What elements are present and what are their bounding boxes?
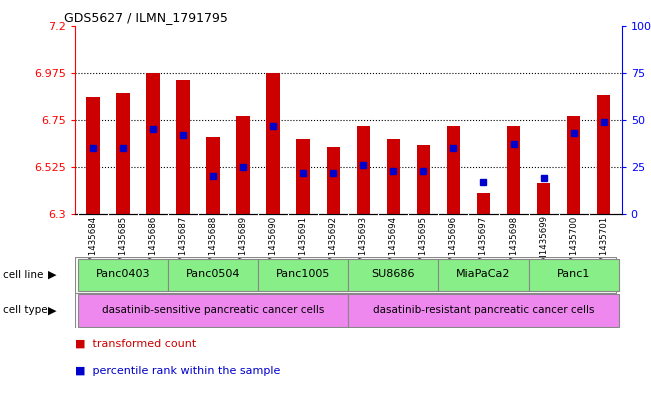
Text: GSM1435693: GSM1435693	[359, 215, 368, 274]
Bar	[506, 126, 520, 214]
Bar	[206, 137, 220, 214]
Bar	[296, 139, 310, 214]
Bar	[116, 93, 130, 214]
Bar	[258, 259, 348, 291]
Text: Panc1005: Panc1005	[276, 269, 331, 279]
Text: cell type: cell type	[3, 305, 48, 316]
Bar	[537, 183, 550, 214]
Bar	[86, 97, 100, 214]
Bar	[597, 95, 611, 214]
Bar	[146, 73, 159, 214]
Text: ■  percentile rank within the sample: ■ percentile rank within the sample	[75, 366, 280, 376]
Text: GSM1435698: GSM1435698	[509, 215, 518, 274]
Bar	[357, 126, 370, 214]
Bar	[529, 259, 618, 291]
Text: Panc0504: Panc0504	[186, 269, 240, 279]
Text: SU8686: SU8686	[372, 269, 415, 279]
Text: GSM1435701: GSM1435701	[599, 215, 608, 274]
Bar	[567, 116, 581, 214]
Bar	[176, 80, 190, 214]
Bar	[236, 116, 250, 214]
Text: ■  transformed count: ■ transformed count	[75, 339, 196, 349]
Bar	[348, 259, 438, 291]
Text: GSM1435692: GSM1435692	[329, 215, 338, 274]
Bar	[168, 259, 258, 291]
Text: GSM1435700: GSM1435700	[569, 215, 578, 274]
Bar	[78, 259, 168, 291]
Bar	[348, 294, 618, 327]
Bar	[266, 73, 280, 214]
Text: GSM1435689: GSM1435689	[239, 215, 247, 274]
Text: GSM1435690: GSM1435690	[269, 215, 278, 274]
Text: MiaPaCa2: MiaPaCa2	[456, 269, 511, 279]
Text: GDS5627 / ILMN_1791795: GDS5627 / ILMN_1791795	[64, 11, 228, 24]
Text: dasatinib-resistant pancreatic cancer cells: dasatinib-resistant pancreatic cancer ce…	[373, 305, 594, 315]
Text: GSM1435697: GSM1435697	[479, 215, 488, 274]
Text: GSM1435687: GSM1435687	[178, 215, 187, 274]
Bar	[417, 145, 430, 214]
Bar	[327, 147, 340, 214]
Bar	[438, 259, 529, 291]
Text: GSM1435691: GSM1435691	[299, 215, 308, 274]
Text: GSM1435685: GSM1435685	[118, 215, 128, 274]
Bar	[387, 139, 400, 214]
Text: GSM1435694: GSM1435694	[389, 215, 398, 274]
Text: GSM1435684: GSM1435684	[89, 215, 98, 274]
Text: GSM1435686: GSM1435686	[148, 215, 158, 274]
Text: GSM1435695: GSM1435695	[419, 215, 428, 274]
Text: ▶: ▶	[48, 270, 56, 280]
Text: Panc0403: Panc0403	[96, 269, 150, 279]
Text: GSM1435699: GSM1435699	[539, 215, 548, 274]
Text: cell line: cell line	[3, 270, 44, 280]
Bar	[447, 126, 460, 214]
Bar	[78, 294, 348, 327]
Text: Panc1: Panc1	[557, 269, 590, 279]
Text: GSM1435688: GSM1435688	[208, 215, 217, 274]
Text: GSM1435696: GSM1435696	[449, 215, 458, 274]
Text: ▶: ▶	[48, 305, 56, 316]
Text: dasatinib-sensitive pancreatic cancer cells: dasatinib-sensitive pancreatic cancer ce…	[102, 305, 324, 315]
Bar	[477, 193, 490, 214]
